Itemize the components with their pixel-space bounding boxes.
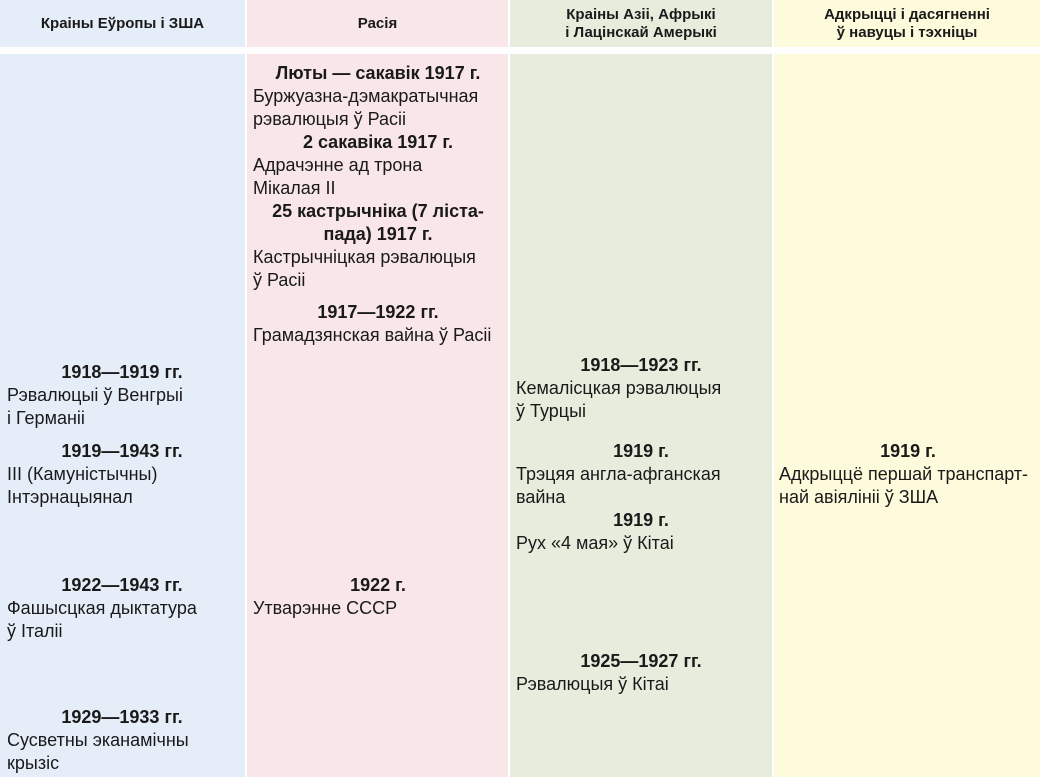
event-asia-1: 1918—1923 гг. Кемалісцкая рэвалюцыя ў Ту… [516,354,766,423]
event-text: Трэцяя англа-афганская вайна [516,464,721,507]
event-russia-1: Люты — сакавік 1917 г. Буржуазна-дэмакра… [253,62,503,131]
event-text: Фашысцкая дыктатура ў Італіі [7,598,197,641]
event-text: ІІІ (Камуністычны) Інтэрнацыянал [7,464,158,507]
event-text: Рух «4 мая» ў Кітаі [516,533,674,553]
event-text: Кастрычніцкая рэвалюцыя ў Расіі [253,247,476,290]
event-date: 1918—1923 гг. [580,355,702,375]
event-russia-2: 2 сакавіка 1917 г. Адрачэнне ад трона Мі… [253,131,503,200]
event-date: 1919 г. [880,441,936,461]
column-asia-africa-latam: Краіны Азіі, Афрыкі і Лацінскай Амерыкі … [510,0,772,777]
column-header-asia-africa-latam: Краіны Азіі, Афрыкі і Лацінскай Амерыкі [565,5,717,41]
event-date: Люты — сакавік 1917 г. [275,63,481,83]
event-text: Адкрыццё першай транспарт- най авіялініі… [779,464,1029,507]
event-date: 1929—1933 гг. [61,707,183,727]
event-date: 1925—1927 гг. [580,651,702,671]
column-header-science-tech: Адкрыцці і дасягненні ў навуцы і тэхніцы [824,5,990,41]
event-date: 1922—1943 гг. [61,575,183,595]
event-text: Адрачэнне ад трона Мікалая ІІ [253,155,423,198]
event-text: Утварэнне СССР [253,598,398,618]
event-science-1: 1919 г. Адкрыццё першай транспарт- най а… [779,440,1037,509]
event-text: Рэвалюцыя ў Кітаі [516,674,669,694]
event-russia-3: 25 кастрычніка (7 ліста- пада) 1917 г. К… [253,200,503,292]
event-date: 1919 г. [613,510,669,530]
event-russia-5: 1922 г. Утварэнне СССР [253,574,503,620]
event-date: 25 кастрычніка (7 ліста- пада) 1917 г. [272,201,484,244]
event-text: Буржуазна-дэмакратычная рэвалюцыя ў Расі… [253,86,479,129]
event-asia-3: 1919 г. Рух «4 мая» ў Кітаі [516,509,766,555]
header-divider [0,47,1040,54]
event-asia-4: 1925—1927 гг. Рэвалюцыя ў Кітаі [516,650,766,696]
event-europe-3: 1922—1943 гг. Фашысцкая дыктатура ў Італ… [7,574,237,643]
event-text: Рэвалюцыі ў Венгрыі і Германіі [7,385,183,428]
event-russia-4: 1917—1922 гг. Грамадзянская вайна ў Расі… [253,301,503,347]
column-header-europe-usa: Краіны Еўропы і ЗША [40,14,205,32]
event-date: 1918—1919 гг. [61,362,183,382]
event-asia-2: 1919 г. Трэцяя англа-афганская вайна [516,440,766,509]
event-date: 2 сакавіка 1917 г. [302,132,454,152]
column-header-russia: Расія [357,14,398,32]
column-science-tech: Адкрыцці і дасягненні ў навуцы і тэхніцы… [774,0,1040,777]
column-europe-usa: Краіны Еўропы і ЗША 1918—1919 гг. Рэвалю… [0,0,245,777]
event-text: Кемалісцкая рэвалюцыя ў Турцыі [516,378,722,421]
event-date: 1917—1922 гг. [317,302,439,322]
event-date: 1919—1943 гг. [61,441,183,461]
event-text: Сусветны эканамічны крызіс [7,730,189,773]
event-europe-2: 1919—1943 гг. ІІІ (Камуністычны) Інтэрна… [7,440,237,509]
event-europe-1: 1918—1919 гг. Рэвалюцыі ў Венгрыі і Герм… [7,361,237,430]
event-text: Грамадзянская вайна ў Расіі [253,325,492,345]
column-russia: Расія Люты — сакавік 1917 г. Буржуазна-д… [247,0,508,777]
event-europe-4: 1929—1933 гг. Сусветны эканамічны крызіс [7,706,237,775]
event-date: 1919 г. [613,441,669,461]
event-date: 1922 г. [350,575,406,595]
